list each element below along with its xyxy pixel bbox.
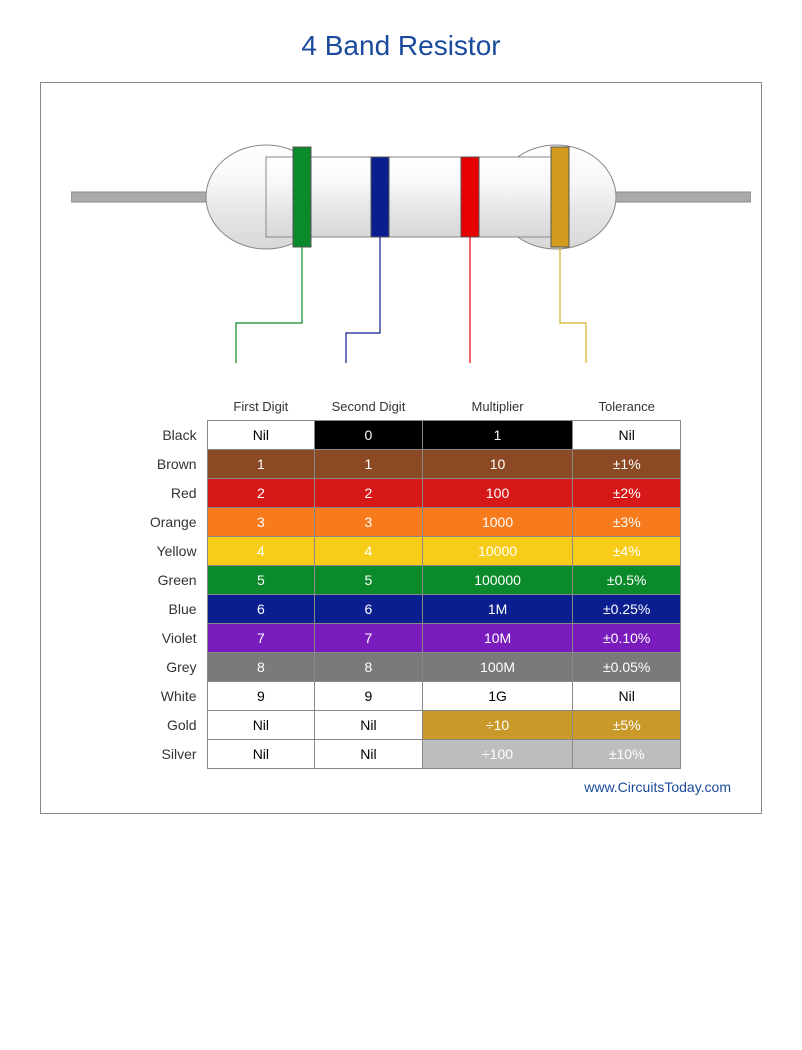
table-cell: 8 (207, 653, 315, 682)
table-cell: ±3% (573, 508, 681, 537)
col-first-digit: First Digit (207, 393, 315, 421)
color-code-table: First Digit Second Digit Multiplier Tole… (121, 393, 681, 769)
table-row: Orange331000±3% (121, 508, 681, 537)
table-cell: Nil (207, 421, 315, 450)
col-second-digit: Second Digit (315, 393, 423, 421)
connector-line-4 (560, 247, 586, 363)
page-title: 4 Band Resistor (40, 30, 762, 62)
table-cell: 1000 (422, 508, 573, 537)
table-cell: 100 (422, 479, 573, 508)
table-cell: 10 (422, 450, 573, 479)
table-cell: 5 (315, 566, 423, 595)
table-row: Yellow4410000±4% (121, 537, 681, 566)
table-cell: 0 (315, 421, 423, 450)
table-cell: 10000 (422, 537, 573, 566)
row-label: Gold (121, 711, 207, 740)
table-cell: ±2% (573, 479, 681, 508)
table-cell: 4 (207, 537, 315, 566)
resistor-band-1 (293, 147, 311, 247)
table-cell: ÷100 (422, 740, 573, 769)
table-row: White991GNil (121, 682, 681, 711)
footer-credit: www.CircuitsToday.com (71, 779, 731, 795)
table-row: SilverNilNil÷100±10% (121, 740, 681, 769)
table-cell: 100000 (422, 566, 573, 595)
table-cell: ±4% (573, 537, 681, 566)
table-row: BlackNil01Nil (121, 421, 681, 450)
row-label: Yellow (121, 537, 207, 566)
table-row: Red22100±2% (121, 479, 681, 508)
connector-line-1 (236, 247, 302, 363)
table-row: Violet7710M±0.10% (121, 624, 681, 653)
table-row: GoldNilNil÷10±5% (121, 711, 681, 740)
table-cell: ±0.5% (573, 566, 681, 595)
resistor-band-4 (551, 147, 569, 247)
table-cell: 1G (422, 682, 573, 711)
resistor-diagram (71, 133, 751, 393)
table-cell: 8 (315, 653, 423, 682)
resistor-band-2 (371, 157, 389, 237)
table-cell: Nil (315, 711, 423, 740)
col-multiplier: Multiplier (422, 393, 573, 421)
table-row: Grey88100M±0.05% (121, 653, 681, 682)
row-label: Black (121, 421, 207, 450)
table-cell: 4 (315, 537, 423, 566)
row-label: Grey (121, 653, 207, 682)
col-tolerance: Tolerance (573, 393, 681, 421)
table-row: Green55100000±0.5% (121, 566, 681, 595)
row-label: Violet (121, 624, 207, 653)
table-cell: 7 (315, 624, 423, 653)
table-cell: ±0.05% (573, 653, 681, 682)
table-cell: 2 (207, 479, 315, 508)
connector-line-2 (346, 237, 380, 363)
table-cell: ±1% (573, 450, 681, 479)
table-cell: 1M (422, 595, 573, 624)
row-label: Silver (121, 740, 207, 769)
row-label: Red (121, 479, 207, 508)
table-cell: 3 (315, 508, 423, 537)
table-row: Brown1110±1% (121, 450, 681, 479)
table-cell: ÷10 (422, 711, 573, 740)
table-cell: Nil (315, 740, 423, 769)
row-label: Blue (121, 595, 207, 624)
table-cell: 9 (207, 682, 315, 711)
table-cell: 100M (422, 653, 573, 682)
table-cell: Nil (207, 711, 315, 740)
table-cell: ±10% (573, 740, 681, 769)
table-cell: 5 (207, 566, 315, 595)
row-label: White (121, 682, 207, 711)
table-cell: 3 (207, 508, 315, 537)
table-cell: 1 (207, 450, 315, 479)
table-cell: ±0.10% (573, 624, 681, 653)
diagram-frame: First Digit Second Digit Multiplier Tole… (40, 82, 762, 814)
resistor-band-3 (461, 157, 479, 237)
row-label: Brown (121, 450, 207, 479)
table-row: Blue661M±0.25% (121, 595, 681, 624)
table-cell: Nil (573, 421, 681, 450)
table-cell: ±5% (573, 711, 681, 740)
table-cell: 9 (315, 682, 423, 711)
row-label: Green (121, 566, 207, 595)
table-cell: 7 (207, 624, 315, 653)
table-cell: ±0.25% (573, 595, 681, 624)
table-cell: 1 (422, 421, 573, 450)
table-cell: Nil (207, 740, 315, 769)
table-cell: Nil (573, 682, 681, 711)
table-cell: 10M (422, 624, 573, 653)
table-cell: 6 (315, 595, 423, 624)
table-cell: 1 (315, 450, 423, 479)
table-cell: 2 (315, 479, 423, 508)
row-label: Orange (121, 508, 207, 537)
table-cell: 6 (207, 595, 315, 624)
